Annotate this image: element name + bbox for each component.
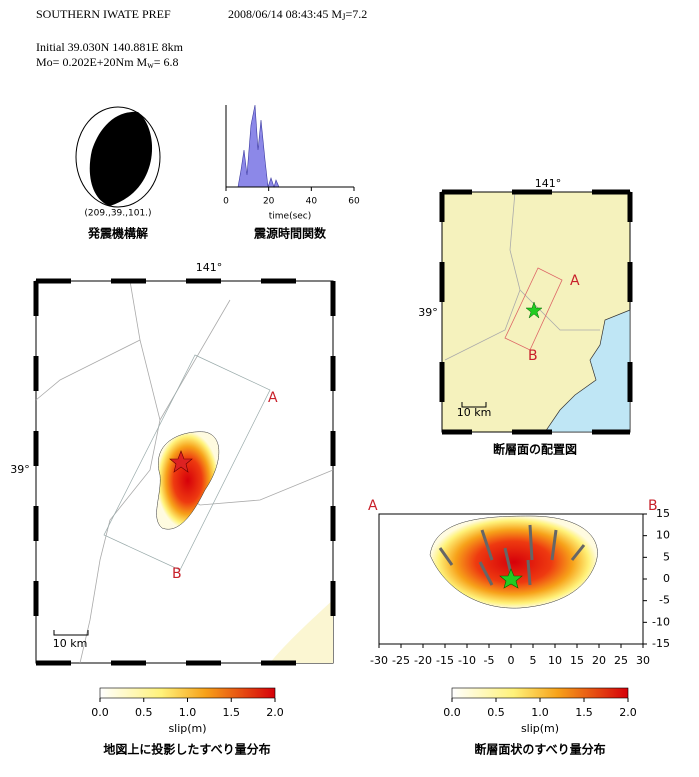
x-tick-label: 0 — [508, 654, 515, 667]
y-tick-label: 10 — [656, 529, 670, 542]
colorbar-tick-label: 1.5 — [223, 706, 241, 719]
colorbar — [99, 687, 276, 699]
colorbar-tick-label: 0.5 — [487, 706, 505, 719]
colorbar-tick-label: 0.0 — [443, 706, 461, 719]
lon-label: 141° — [196, 261, 223, 274]
colorbar-label: slip(m) — [521, 722, 559, 735]
moment: Mo= 0.202E+20Nm Mw= 6.8 — [36, 55, 179, 70]
location-map — [439, 189, 633, 435]
x-tick-label: 0 — [223, 197, 229, 207]
x-tick-label: 20 — [592, 654, 606, 667]
x-tick-label: -30 — [370, 654, 388, 667]
title: SOUTHERN IWATE PREF — [36, 7, 171, 21]
y-tick-label: -5 — [659, 594, 670, 607]
caption: 発震機構解 — [87, 226, 148, 241]
colorbar-label: slip(m) — [168, 722, 206, 735]
x-tick-label: -20 — [414, 654, 432, 667]
x-axis-label: time(sec) — [269, 212, 312, 222]
point-b: B — [648, 498, 658, 514]
point-b: B — [528, 348, 538, 364]
colorbar — [451, 687, 629, 699]
x-tick-label: -5 — [484, 654, 495, 667]
x-tick-label: -15 — [436, 654, 454, 667]
x-tick-label: 5 — [530, 654, 537, 667]
colorbar-tick-label: 0.0 — [91, 706, 109, 719]
x-tick-label: 40 — [306, 197, 318, 207]
datetime: 2008/06/14 08:43:45 MJ=7.2 — [228, 7, 367, 22]
x-tick-label: 30 — [636, 654, 650, 667]
x-tick-label: 15 — [570, 654, 584, 667]
point-a: A — [570, 273, 580, 289]
caption: 断層面の配置図 — [493, 442, 577, 457]
caption: 震源時間関数 — [254, 226, 327, 241]
colorbar-tick-label: 0.5 — [135, 706, 153, 719]
x-tick-label: 10 — [548, 654, 562, 667]
scale-label: 10 km — [457, 406, 492, 419]
y-tick-label: 5 — [663, 550, 670, 563]
fault-plane — [378, 513, 644, 645]
y-tick-label: -10 — [652, 615, 670, 628]
lon-label: 141° — [535, 177, 562, 190]
colorbar-tick-label: 1.0 — [531, 706, 549, 719]
colorbar-tick-label: 1.0 — [179, 706, 197, 719]
point-b: B — [172, 566, 182, 582]
y-tick-label: 15 — [656, 507, 670, 520]
point-a: A — [268, 390, 278, 406]
caption: 地図上に投影したすべり量分布 — [103, 742, 270, 757]
colorbar-tick-label: 2.0 — [266, 706, 284, 719]
x-tick-label: -10 — [458, 654, 476, 667]
y-tick-label: -15 — [652, 637, 670, 650]
initial: Initial 39.030N 140.881E 8km — [36, 40, 184, 54]
stf-plot — [225, 104, 354, 189]
lat-label: 39° — [418, 306, 438, 319]
x-tick-label: 20 — [263, 197, 275, 207]
mechanism-label: (209.,39.,101.) — [84, 209, 151, 219]
colorbar-tick-label: 2.0 — [619, 706, 637, 719]
lat-label: 39° — [10, 463, 30, 476]
slip-map — [33, 278, 336, 666]
point-a: A — [368, 498, 378, 514]
x-tick-label: 60 — [348, 197, 360, 207]
x-tick-label: 25 — [614, 654, 628, 667]
scale-label: 10 km — [53, 637, 88, 650]
y-tick-label: 0 — [663, 572, 670, 585]
beachball — [75, 106, 161, 208]
x-tick-label: -25 — [392, 654, 410, 667]
colorbar-tick-label: 1.5 — [575, 706, 593, 719]
caption: 断層面状のすべり量分布 — [474, 742, 605, 757]
